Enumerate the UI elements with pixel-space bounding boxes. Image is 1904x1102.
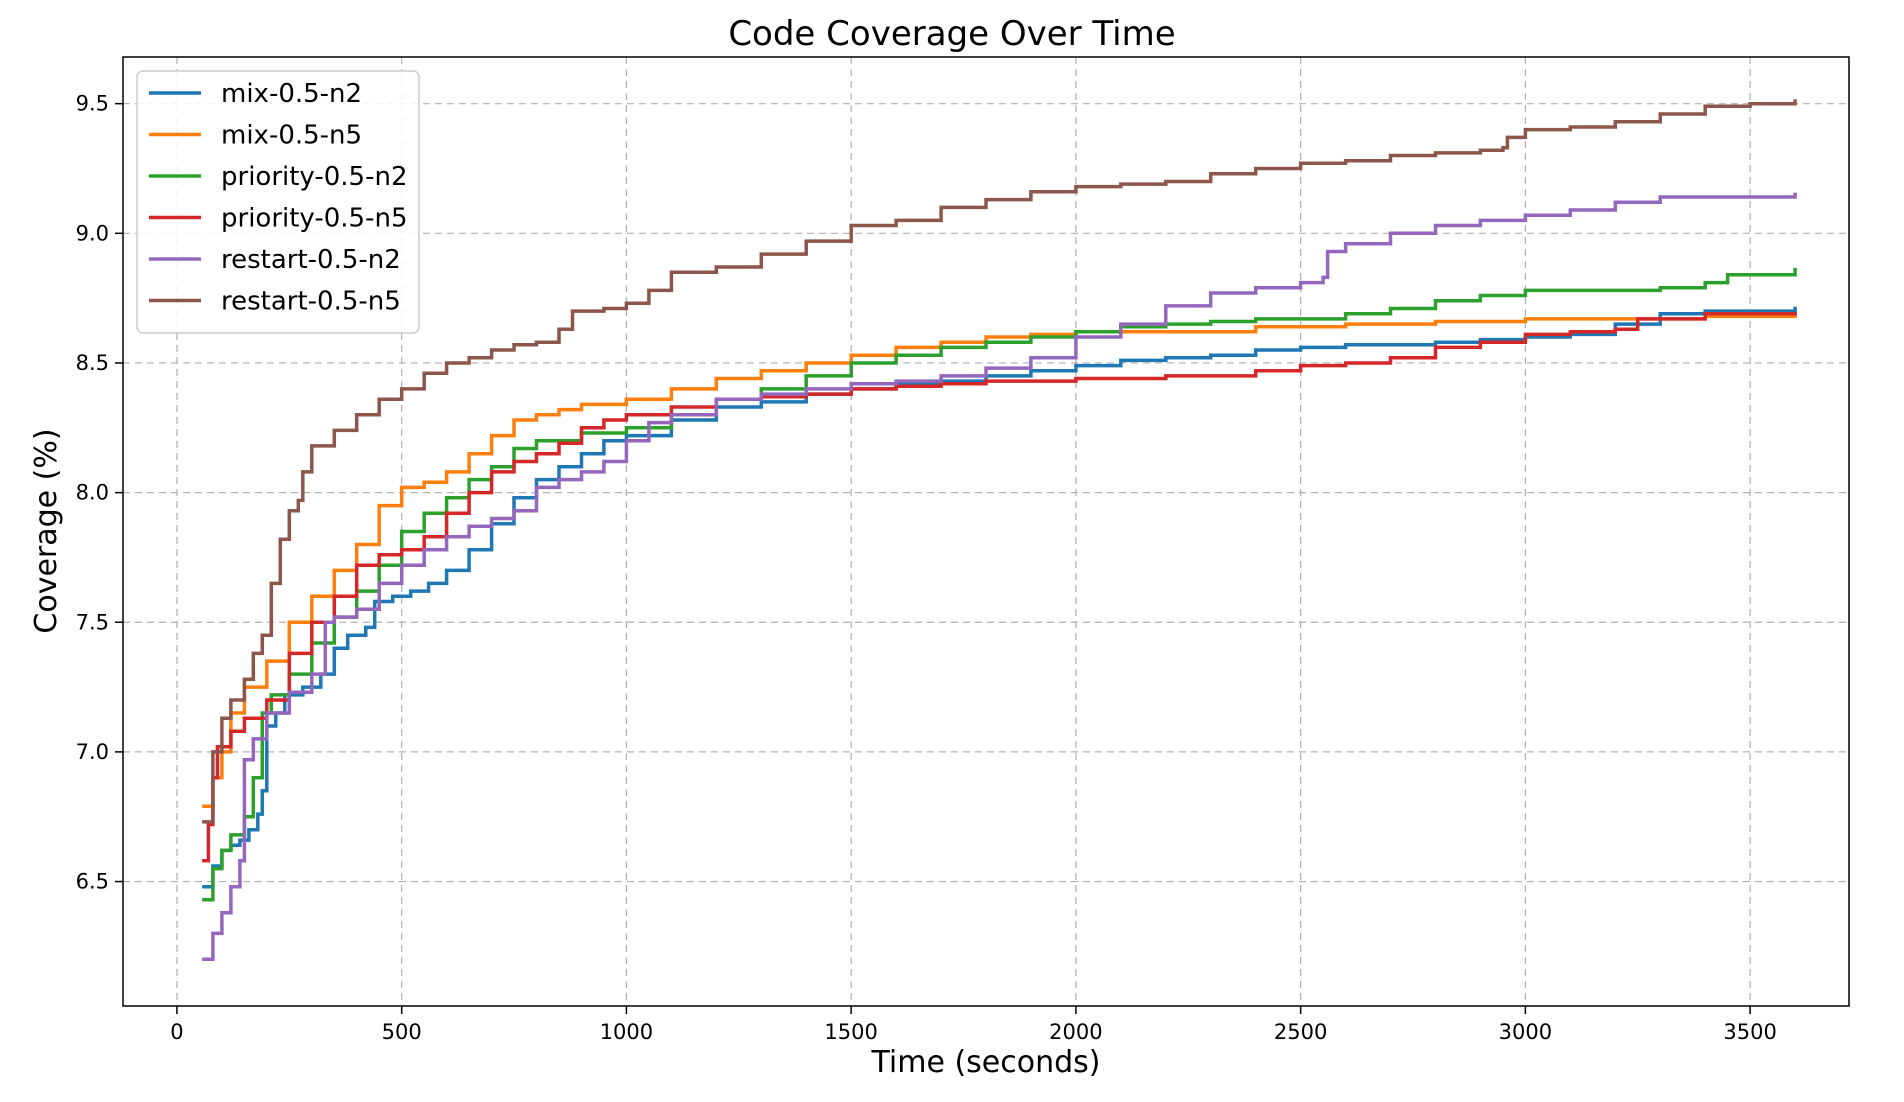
- plot-area-frame: [122, 56, 1850, 1007]
- y-tick-label: 9.0: [76, 221, 109, 245]
- y-tick-label: 6.5: [76, 870, 109, 894]
- y-axis-ticks: 6.5 7.0 7.5 8.0 8.5 9.0 9.5: [76, 92, 123, 894]
- y-axis-label: Coverage (%): [29, 428, 64, 633]
- series-line-priority-0.5-n5: [202, 311, 1797, 863]
- series-lines: [202, 99, 1797, 962]
- y-tick-label: 8.5: [76, 351, 109, 375]
- series-line-restart-0.5-n5: [202, 99, 1797, 824]
- x-tick-label: 2000: [1049, 1020, 1102, 1044]
- legend: mix-0.5-n2 mix-0.5-n5 priority-0.5-n2 prior…: [136, 70, 420, 334]
- legend-entry-mix-0.5-n5: mix-0.5-n5: [221, 121, 362, 151]
- y-tick-label: 9.5: [76, 92, 109, 116]
- y-tick-label: 8.0: [76, 481, 109, 505]
- legend-entry-priority-0.5-n5: priority-0.5-n5: [221, 204, 408, 234]
- x-tick-label: 3500: [1723, 1020, 1776, 1044]
- x-tick-label: 3000: [1499, 1020, 1552, 1044]
- legend-entry-restart-0.5-n5: restart-0.5-n5: [221, 287, 401, 317]
- x-tick-label: 1500: [824, 1020, 877, 1044]
- x-tick-label: 2500: [1274, 1020, 1327, 1044]
- legend-entry-priority-0.5-n2: priority-0.5-n2: [221, 162, 408, 192]
- x-axis-ticks: 0 500 1000 1500 2000 2500 3000 3500: [170, 1006, 1777, 1044]
- y-tick-label: 7.0: [76, 740, 109, 764]
- legend-box: [136, 70, 420, 334]
- legend-entry-mix-0.5-n2: mix-0.5-n2: [221, 79, 362, 109]
- series-line-mix-0.5-n2: [202, 306, 1797, 889]
- x-tick-label: 500: [382, 1020, 422, 1044]
- x-tick-label: 0: [170, 1020, 183, 1044]
- series-line-mix-0.5-n5: [202, 314, 1797, 809]
- x-axis-label: Time (seconds): [871, 1045, 1101, 1080]
- series-line-restart-0.5-n2: [202, 192, 1797, 962]
- legend-entry-restart-0.5-n2: restart-0.5-n2: [221, 245, 401, 275]
- y-tick-label: 7.5: [76, 610, 109, 634]
- chart-title: Code Coverage Over Time: [728, 14, 1175, 54]
- x-tick-label: 1000: [600, 1020, 653, 1044]
